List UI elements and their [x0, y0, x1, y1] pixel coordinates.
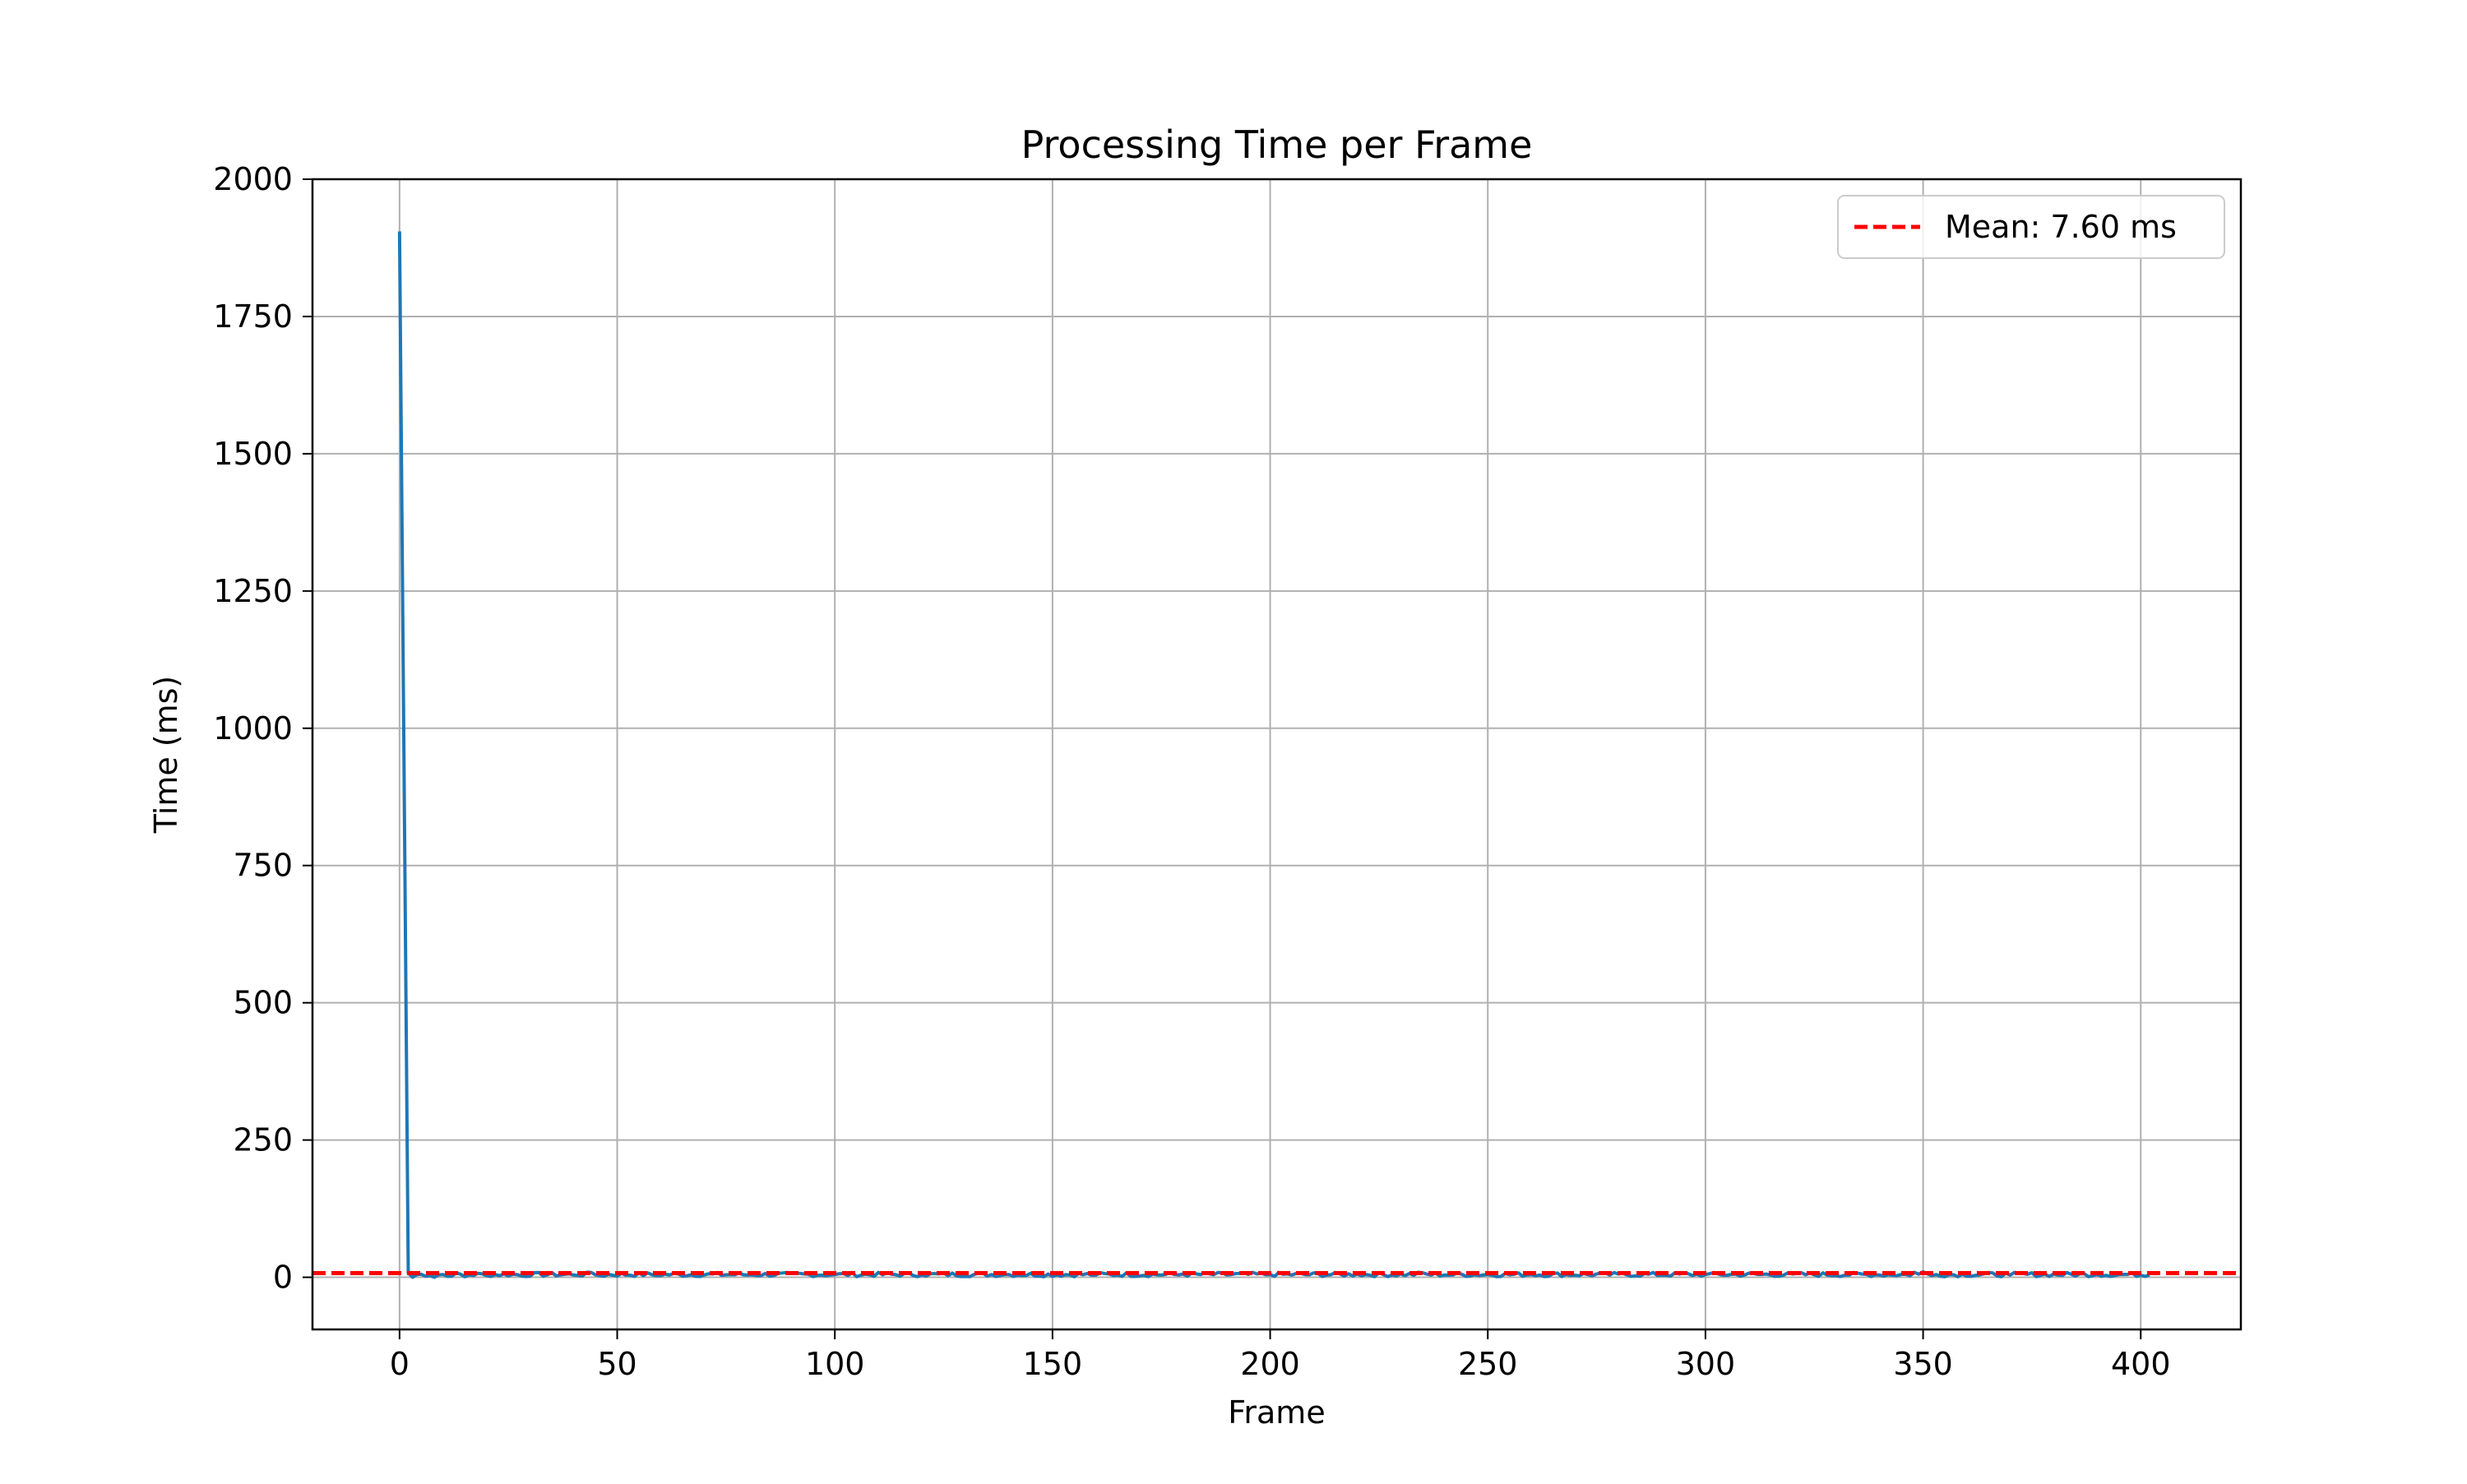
y-tick-label: 2000	[213, 161, 293, 197]
y-tick-label: 1500	[213, 436, 293, 472]
x-tick-label: 400	[2111, 1346, 2171, 1382]
y-tick-label: 1250	[213, 573, 293, 609]
y-tick-label: 0	[273, 1260, 293, 1296]
grid	[312, 178, 2241, 1329]
y-tick-label: 1750	[213, 298, 293, 335]
x-tick-label: 350	[1893, 1346, 1953, 1382]
y-axis-label: Time (ms)	[148, 676, 184, 834]
x-tick-label: 300	[1676, 1346, 1736, 1382]
x-axis-label: Frame	[1228, 1394, 1325, 1431]
y-tick-label: 250	[233, 1122, 293, 1158]
legend-label-mean: Mean: 7.60 ms	[1945, 209, 2177, 245]
legend: Mean: 7.60 ms	[1837, 195, 2225, 259]
plot-data	[312, 231, 2241, 1279]
y-tick-label: 750	[233, 848, 293, 884]
x-tick-label: 50	[597, 1346, 636, 1382]
y-tick-label: 500	[233, 985, 293, 1021]
chart-title: Processing Time per Frame	[1021, 123, 1533, 167]
y-tick-label: 1000	[213, 710, 293, 747]
axes-frame	[311, 178, 2243, 1331]
x-tick-label: 100	[805, 1346, 865, 1382]
ticks: 0 50 100 150 200 250 300 350 400 0 250 500 750 1000 12…	[213, 161, 2170, 1382]
x-tick-label: 250	[1458, 1346, 1518, 1382]
legend-box	[1837, 195, 2225, 259]
x-tick-label: 200	[1240, 1346, 1300, 1382]
x-tick-label: 0	[390, 1346, 410, 1382]
x-tick-label: 150	[1023, 1346, 1083, 1382]
